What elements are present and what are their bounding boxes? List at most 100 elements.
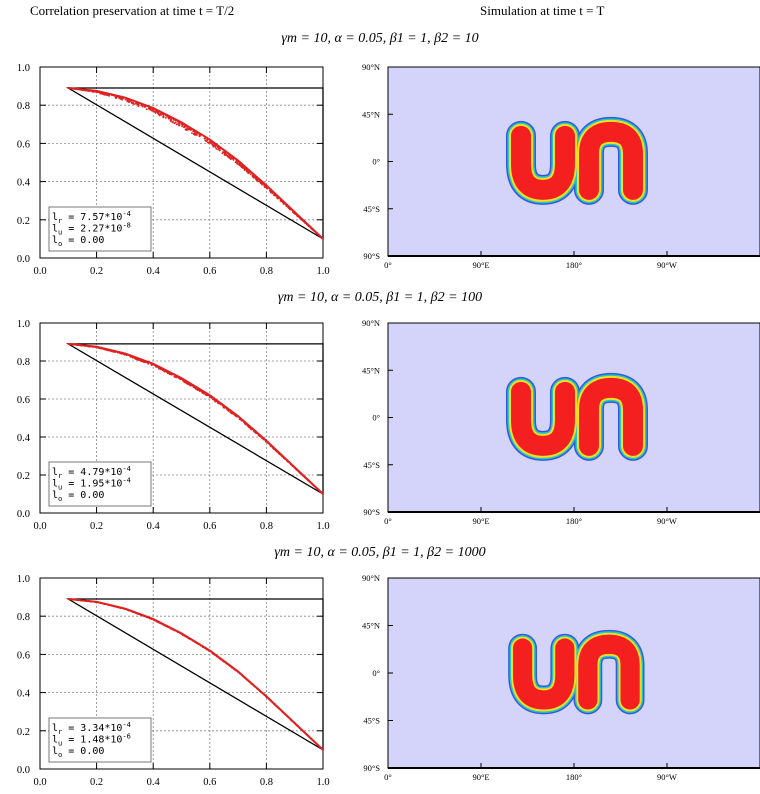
x-tick-label: 0.6 (203, 777, 216, 788)
y-tick-label: 1.0 (17, 574, 30, 585)
correlation-chart-1: 0.0 0.2 0.4 0.6 0.8 1.0 0.0 0.2 0.4 0.6 0.8 1.0 lr =… (17, 63, 330, 277)
scatter-point (193, 133, 196, 136)
map-x-label: 0° (384, 772, 392, 782)
y-tick-label: 0.0 (17, 509, 30, 520)
map-y-label: 45°N (362, 621, 380, 631)
scatter-point (178, 124, 180, 127)
scatter-point (162, 114, 165, 117)
scatter-point (204, 393, 207, 396)
scatter-point (206, 141, 209, 144)
y-tick-label: 0.8 (17, 612, 30, 623)
x-tick-label: 0.4 (147, 521, 161, 532)
scatter-point (206, 139, 209, 142)
scatter-point (150, 108, 152, 110)
map-y-label: 45°N (362, 109, 380, 119)
y-tick-label: 0.8 (17, 101, 30, 112)
scatter-point (197, 389, 200, 392)
y-tick-label: 0.4 (17, 178, 31, 189)
scatter-point (137, 105, 140, 107)
scatter-point (203, 137, 206, 140)
scatter-point (234, 161, 237, 164)
tracer-contour (578, 121, 643, 200)
legend-box (48, 206, 152, 252)
scatter-point (218, 149, 221, 152)
legend-box (48, 717, 152, 763)
scatter-point (191, 132, 193, 135)
simulation-map-3: 90°N 45°N 0° 45°S 90°S 0° 90°E 180° 90°W (362, 573, 760, 782)
scatter-point (209, 141, 212, 144)
correlation-curve (68, 87, 324, 240)
tracer-blobs (508, 629, 645, 715)
scatter-point (203, 392, 205, 395)
legend-lr: lr = 4.79*10-4 (52, 465, 131, 480)
x-tick-label: 0.0 (33, 521, 46, 532)
scatter-point (247, 172, 250, 175)
legend-box (48, 461, 152, 507)
scatter-point (183, 380, 185, 383)
scatter-point (132, 101, 135, 104)
x-tick-label: 0.2 (90, 777, 103, 788)
map-x-label: 90°E (472, 772, 489, 782)
y-tick-label: 1.0 (17, 63, 30, 74)
left-column-title: Correlation preservation at time t = T/2 (30, 3, 235, 18)
tracer-blobs (505, 116, 648, 205)
x-tick-label: 1.0 (316, 521, 329, 532)
y-tick-label: 0.8 (17, 357, 30, 368)
scatter-point (141, 105, 144, 108)
map-y-label: 0° (372, 668, 380, 678)
map-y-label: 45°S (363, 716, 380, 726)
scatter-point (270, 191, 272, 194)
scatter-point (261, 183, 263, 186)
map-y-label: 90°N (362, 318, 380, 328)
scatter-point (232, 159, 235, 161)
row-1-title: γm = 10, α = 0.05, β1 = 1, β2 = 10 (281, 31, 479, 46)
row-3-title: γm = 10, α = 0.05, β1 = 1, β2 = 1000 (274, 545, 486, 560)
map-y-label: 90°N (362, 573, 380, 583)
scatter-point (211, 143, 214, 146)
map-y-label: 0° (372, 157, 380, 167)
scatter-point (230, 158, 232, 160)
x-tick-label: 0.8 (260, 266, 273, 277)
bounding-triangle (65, 87, 324, 241)
scatter-point (266, 187, 269, 190)
x-tick-label: 0.6 (203, 521, 216, 532)
legend-lu: lu = 2.27*10-8 (52, 222, 131, 237)
map-y-label: 45°N (362, 365, 380, 375)
bounding-triangle (65, 598, 324, 752)
scatter-point (170, 118, 173, 121)
legend-lo: lo = 0.00 (52, 746, 104, 759)
scatter-point (215, 147, 218, 150)
scatter-point (224, 152, 227, 155)
map-x-label: 90°E (472, 516, 489, 526)
map-y-label: 90°S (363, 507, 380, 517)
map-x-label: 90°W (657, 260, 677, 270)
x-tick-label: 0.2 (90, 266, 103, 277)
scatter-point (151, 109, 154, 112)
x-tick-label: 0.8 (260, 521, 273, 532)
scatter-point (157, 113, 160, 116)
scatter-point (212, 145, 215, 148)
map-y-label: 90°N (362, 62, 380, 72)
map-y-label: 45°S (363, 204, 380, 214)
scatter-point (258, 180, 260, 183)
scatter-point (222, 151, 225, 154)
y-tick-label: 0.2 (17, 727, 30, 738)
x-tick-label: 0.8 (260, 777, 273, 788)
scatter-point (150, 364, 153, 367)
scatter-point (164, 117, 167, 119)
simulation-map-2: 90°N 45°N 0° 45°S 90°S 0° 90°E 180° 90°W (362, 318, 760, 526)
scatter-point (119, 97, 122, 100)
legend-lu: lu = 1.95*10-4 (52, 477, 131, 492)
x-tick-label: 0.4 (147, 777, 161, 788)
correlation-curve (68, 342, 324, 495)
scatter-point (226, 154, 228, 157)
y-tick-label: 0.2 (17, 216, 30, 227)
map-y-label: 0° (372, 413, 380, 423)
scatter-point (175, 123, 178, 126)
tracer-blobs (505, 372, 648, 461)
scatter-point (124, 98, 127, 101)
map-x-label: 90°E (472, 260, 489, 270)
legend-lu: lu = 1.48*10-6 (52, 733, 131, 748)
x-tick-label: 0.6 (203, 266, 216, 277)
scatter-point (184, 128, 187, 131)
